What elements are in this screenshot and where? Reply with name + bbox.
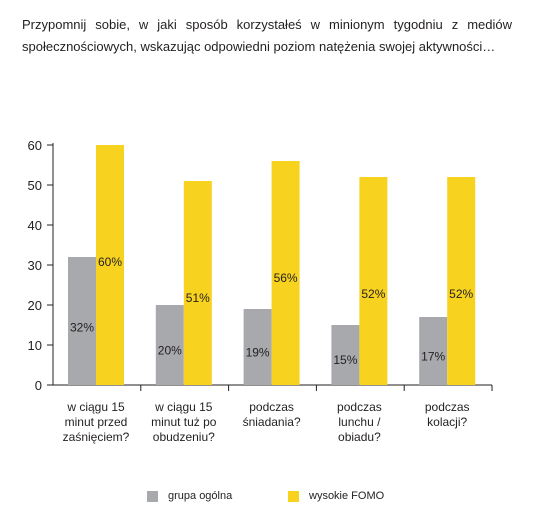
y-tick-label: 50 [28, 178, 42, 193]
legend-label-high-fomo: wysokie FOMO [309, 490, 385, 502]
x-category-label: podczas lunchu / obiadu? [337, 400, 382, 444]
bar [271, 161, 300, 385]
data-label: 52% [449, 287, 473, 301]
bar [359, 177, 388, 385]
data-label: 60% [98, 255, 122, 269]
legend-label-group-general: grupa ogólna [168, 490, 233, 502]
y-tick-label: 60 [28, 138, 42, 153]
x-category-label: w ciągu 15 minut przed zaśnięciem? [63, 400, 130, 444]
y-tick-label: 10 [28, 338, 42, 353]
data-label: 17% [421, 349, 445, 363]
x-category-label-line: podczas [249, 400, 294, 414]
chart-title: Przypomnij sobie, w jaki sposób korzysta… [22, 17, 512, 54]
x-category-label: podczas śniadania? [243, 400, 301, 429]
data-label: 20% [158, 344, 182, 358]
data-label: 19% [246, 346, 270, 360]
x-category-label-line: obiadu? [338, 430, 381, 444]
x-category-label-line: podczas [337, 400, 382, 414]
data-label: 32% [70, 321, 94, 335]
y-tick-label: 20 [28, 298, 42, 313]
bar [419, 317, 448, 385]
x-category-label: podczas kolacji? [425, 400, 470, 429]
x-category-label-line: kolacji? [427, 415, 467, 429]
chart-legend: grupa ogólna wysokie FOMO [0, 490, 534, 508]
bar [331, 325, 360, 385]
bar [96, 145, 124, 385]
bar [183, 181, 212, 385]
x-category-label-line: zaśnięciem? [63, 430, 130, 444]
x-category-label-line: obudzeniu? [153, 430, 215, 444]
x-category-label: w ciągu 15 minut tuż po obudzeniu? [151, 400, 217, 444]
y-tick-label: 40 [28, 218, 42, 233]
data-label: 52% [361, 287, 385, 301]
bar [68, 257, 96, 385]
legend-swatch-high-fomo [288, 490, 299, 502]
x-category-label-line: minut przed [65, 415, 128, 429]
bar [243, 309, 272, 385]
data-label: 51% [186, 291, 210, 305]
data-label: 56% [274, 271, 298, 285]
x-category-label-line: w ciągu 15 [154, 400, 213, 414]
y-tick-label: 0 [35, 378, 42, 393]
legend-swatch-group-general [147, 490, 158, 502]
y-tick-label: 30 [28, 258, 42, 273]
x-category-label-line: w ciągu 15 [66, 400, 125, 414]
data-label: 15% [333, 353, 357, 367]
legend-item-high-fomo: wysokie FOMO [288, 490, 384, 502]
bar [447, 177, 476, 385]
x-category-label-line: podczas [425, 400, 470, 414]
legend-item-group-general: grupa ogólna [147, 490, 232, 502]
x-category-label-line: lunchu / [338, 415, 381, 429]
x-category-label-line: minut tuż po [151, 415, 217, 429]
bar [155, 305, 184, 385]
x-category-label-line: śniadania? [243, 415, 301, 429]
